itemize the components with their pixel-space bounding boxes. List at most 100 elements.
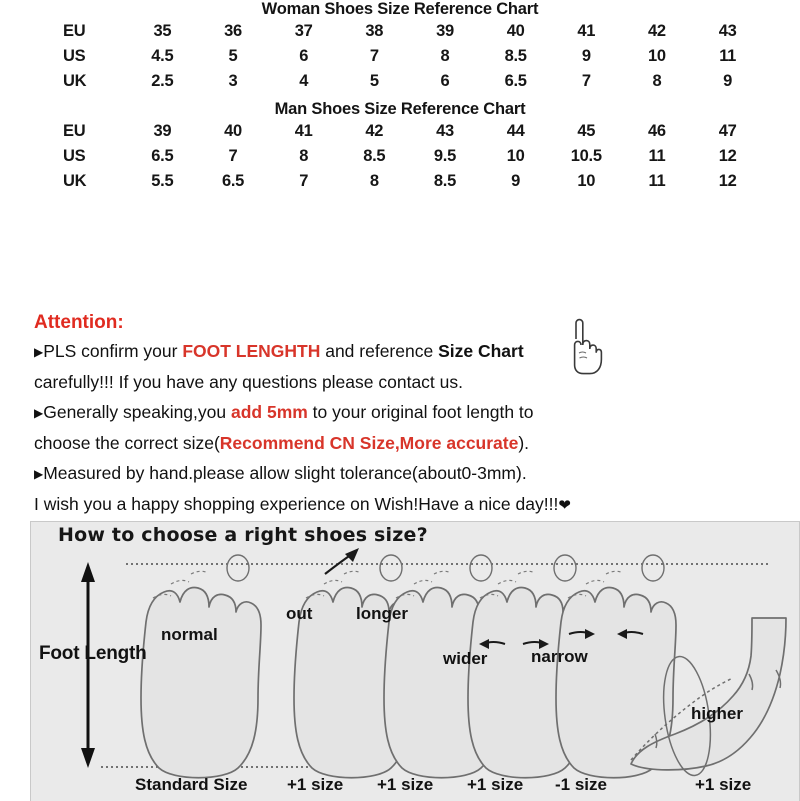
attention-line-6: I wish you a happy shopping experience o… xyxy=(34,489,674,521)
cell: 39 xyxy=(436,22,454,40)
cell: 44 xyxy=(506,122,525,140)
table-row: UK 5.5 6.5 7 8 8.5 9 10 11 12 xyxy=(37,169,763,194)
cell: 42 xyxy=(648,22,666,40)
label-higher: higher xyxy=(691,704,743,723)
foot-size-diagram: How to choose a right shoes size? xyxy=(30,521,800,801)
side-foot-outline xyxy=(630,617,787,771)
label-out: out xyxy=(286,604,313,623)
cell: 9 xyxy=(511,172,521,190)
text: Generally speaking,you xyxy=(43,402,231,422)
cell: 41 xyxy=(577,22,596,40)
men-size-chart: Man Shoes Size Reference Chart EU 39 40 … xyxy=(0,100,800,194)
cell: 46 xyxy=(648,122,666,140)
attention-heading: Attention: xyxy=(34,312,124,333)
cell: 11 xyxy=(648,172,666,190)
row-label-eu: EU xyxy=(63,122,86,140)
row-label-uk: UK xyxy=(63,172,87,190)
cell: 7 xyxy=(581,72,591,90)
diagram-question: How to choose a right shoes size? xyxy=(58,524,428,546)
cell: 6.5 xyxy=(504,72,527,90)
cell: 10 xyxy=(648,47,666,65)
cell: 6.5 xyxy=(221,172,244,190)
cell: 8 xyxy=(299,147,309,165)
attention-line-3: ▶Generally speaking,you add 5mm to your … xyxy=(34,397,674,428)
out-arrow-icon xyxy=(324,548,359,575)
foot-length-label: Foot Length xyxy=(39,643,147,664)
cell: 10 xyxy=(577,172,596,190)
text: to your original foot length to xyxy=(307,402,534,422)
cell: 11 xyxy=(719,47,737,65)
heart-icon: ❤ xyxy=(558,497,571,514)
table-row: UK 2.5 3 4 5 6 6.5 7 8 9 xyxy=(37,69,763,94)
bullet-arrow-icon: ▶ xyxy=(34,467,44,481)
attention-block: Attention: ▶PLS confirm your FOOT LENGHT… xyxy=(34,310,674,521)
add-5mm-emphasis: add 5mm xyxy=(230,402,308,422)
cell: 4.5 xyxy=(151,47,174,65)
cell: 43 xyxy=(718,22,737,40)
cell: 40 xyxy=(506,22,525,40)
cell: 2.5 xyxy=(151,72,174,90)
cell: 6.5 xyxy=(151,147,174,165)
cell: 3 xyxy=(228,72,238,90)
attention-line-1: ▶PLS confirm your FOOT LENGHTH and refer… xyxy=(34,336,674,367)
cell: 37 xyxy=(294,22,313,40)
diagram-illustration xyxy=(81,548,787,779)
cell: 35 xyxy=(153,22,172,40)
cell: 47 xyxy=(718,122,737,140)
label-normal: normal xyxy=(161,625,218,644)
men-size-table: EU 39 40 41 42 43 44 45 46 47 US 6.5 7 8… xyxy=(37,119,763,194)
cell: 45 xyxy=(577,122,596,140)
women-size-chart: Woman Shoes Size Reference Chart EU 35 3… xyxy=(0,0,800,94)
cell: 9.5 xyxy=(433,147,456,165)
cell: 6 xyxy=(440,72,450,90)
cell: 12 xyxy=(718,172,737,190)
cell: 5 xyxy=(228,47,238,65)
cell: 5.5 xyxy=(151,172,174,190)
text: Measured by hand.please allow slight tol… xyxy=(43,463,527,483)
wider-arrows-icon xyxy=(479,639,549,649)
foot-length-arrow-icon xyxy=(81,562,95,768)
size-label-out: +1 size xyxy=(287,775,344,794)
cell: 9 xyxy=(581,47,591,65)
text: and reference xyxy=(320,341,439,361)
label-longer: longer xyxy=(356,604,408,623)
men-chart-title: Man Shoes Size Reference Chart xyxy=(274,100,526,118)
text: I wish you a happy shopping experience o… xyxy=(34,494,559,514)
bullet-arrow-icon: ▶ xyxy=(34,406,44,420)
cell: 8 xyxy=(440,47,450,65)
cell: 11 xyxy=(648,147,666,165)
women-size-table: EU 35 36 37 38 39 40 41 42 43 US 4.5 5 6… xyxy=(37,19,763,94)
size-chart-emphasis: Size Chart xyxy=(438,341,524,361)
cell: 8.5 xyxy=(433,172,456,190)
row-label-us: US xyxy=(63,147,86,165)
row-label-uk: UK xyxy=(63,72,87,90)
attention-line-5: ▶Measured by hand.please allow slight to… xyxy=(34,458,674,489)
size-label-higher: +1 size xyxy=(695,775,752,794)
size-label-narrow: -1 size xyxy=(555,775,607,794)
table-row: US 4.5 5 6 7 8 8.5 9 10 11 xyxy=(37,44,763,69)
cell: 4 xyxy=(299,72,309,90)
cell: 7 xyxy=(369,47,379,65)
cn-size-emphasis: Recommend CN Size,More accurate xyxy=(219,433,519,453)
size-label-wider: +1 size xyxy=(467,775,524,794)
size-label-longer: +1 size xyxy=(377,775,434,794)
narrow-arrows-icon xyxy=(568,629,644,639)
cell: 9 xyxy=(723,72,733,90)
cell: 5 xyxy=(369,72,379,90)
label-wider: wider xyxy=(443,649,488,668)
attention-line-2: carefully!!! If you have any questions p… xyxy=(34,372,463,392)
cell: 8 xyxy=(652,72,662,90)
cell: 40 xyxy=(224,122,242,140)
table-row: EU 39 40 41 42 43 44 45 46 47 xyxy=(37,119,763,144)
cell: 8.5 xyxy=(504,47,527,65)
cell: 10 xyxy=(506,147,525,165)
cell: 36 xyxy=(224,22,242,40)
label-narrow: narrow xyxy=(531,647,588,666)
cell: 8.5 xyxy=(363,147,386,165)
cell: 8 xyxy=(369,172,379,190)
attention-line-4: choose the correct size(Recommend CN Siz… xyxy=(34,428,674,458)
instep-highlight-ellipse xyxy=(662,655,712,777)
cell: 38 xyxy=(365,22,384,40)
cell: 39 xyxy=(153,122,172,140)
cell: 42 xyxy=(365,122,384,140)
